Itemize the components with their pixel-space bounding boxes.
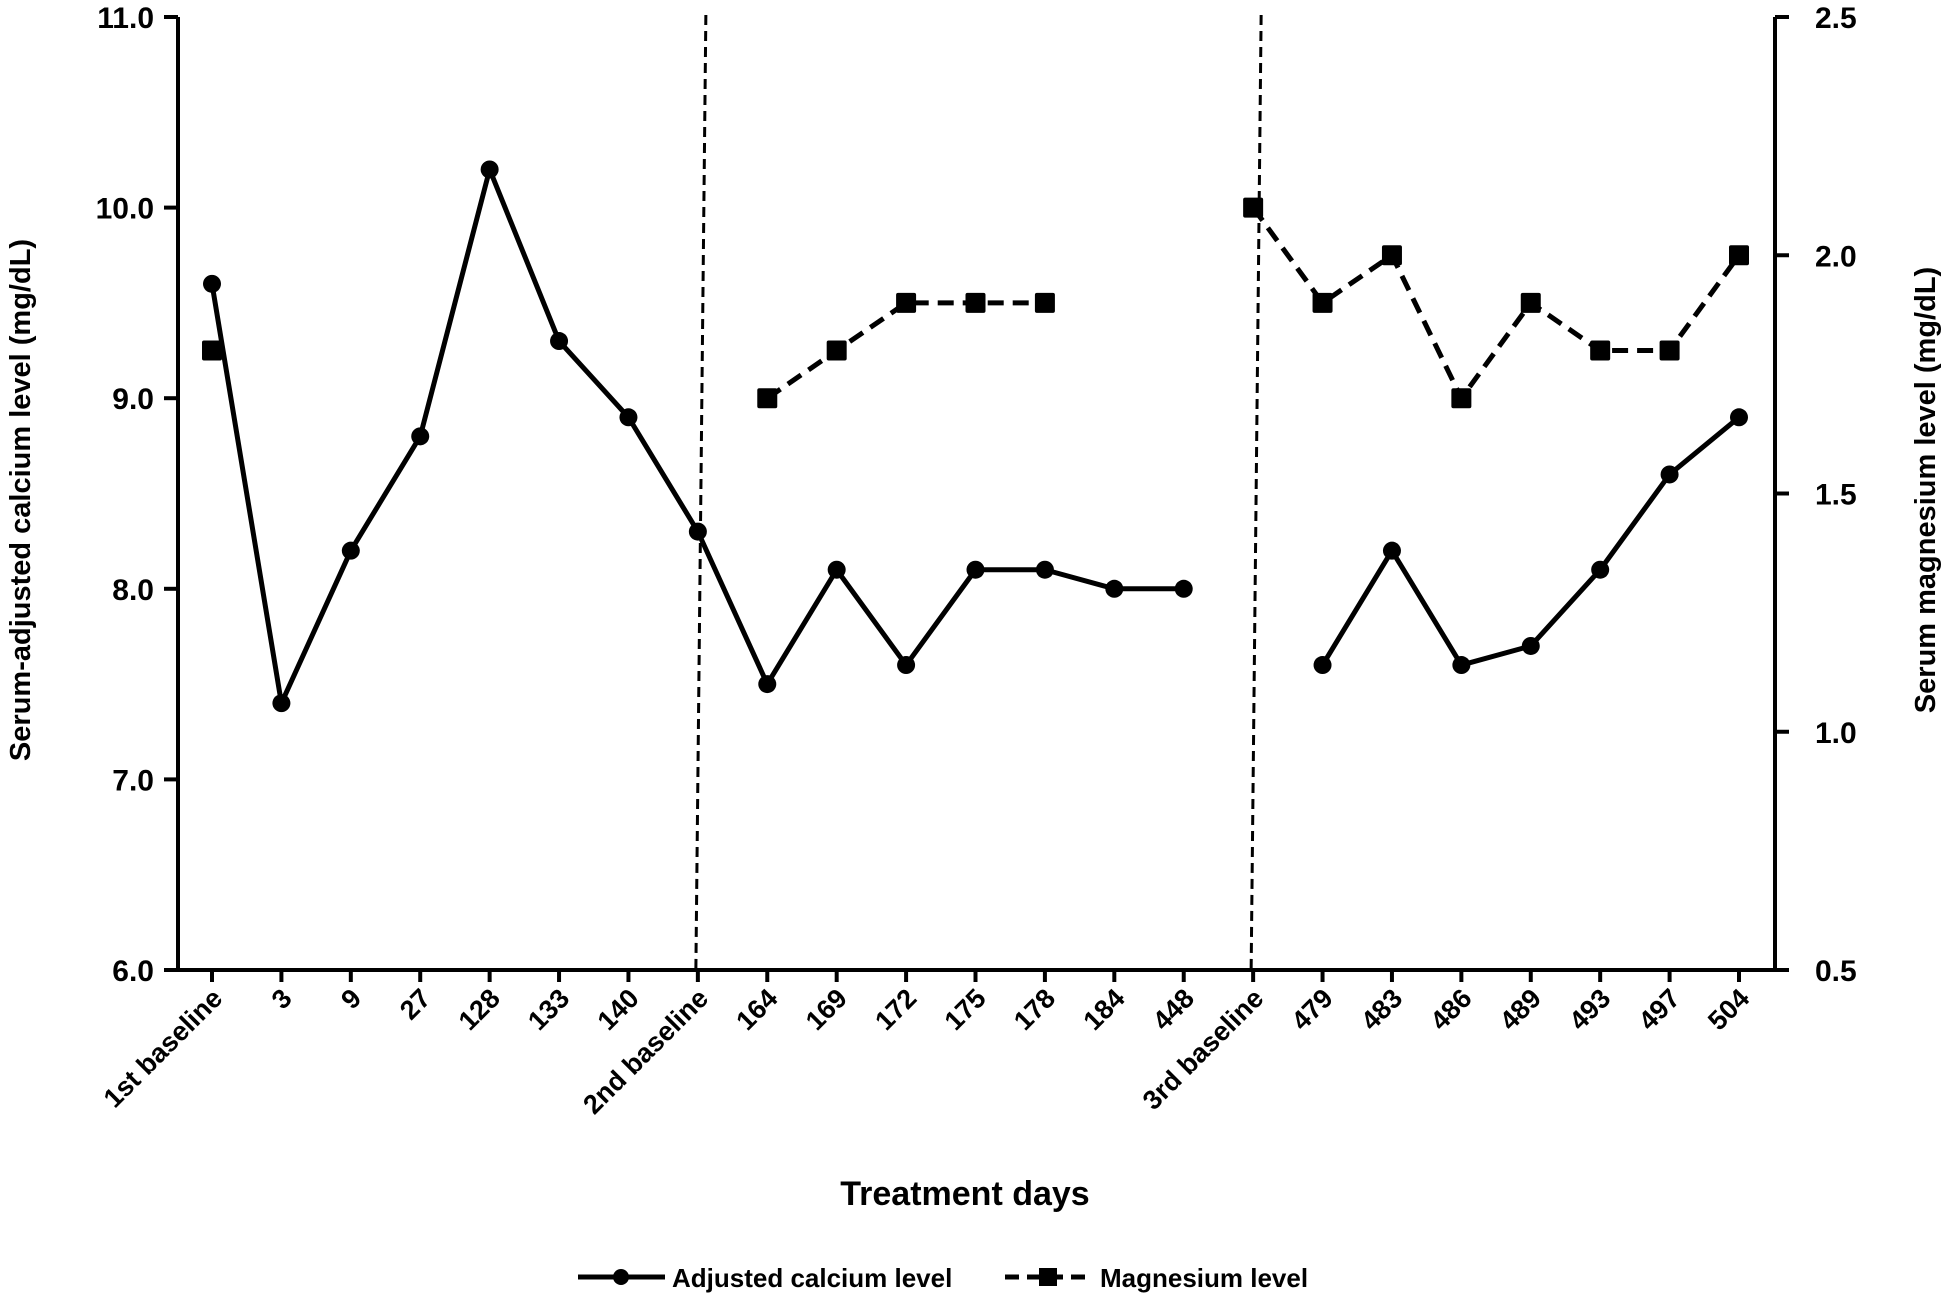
x-tick-label: 497 — [1633, 983, 1686, 1036]
magnesium-point — [1243, 197, 1264, 218]
magnesium-point — [896, 292, 917, 313]
x-tick-label: 140 — [592, 983, 645, 1036]
y-tick-label-right: 1.0 — [1815, 717, 1857, 750]
calcium-point — [1174, 579, 1193, 598]
y-tick-label-left: 11.0 — [97, 2, 154, 35]
x-tick-label: 184 — [1077, 983, 1130, 1036]
calcium-point — [688, 522, 707, 541]
calcium-point — [1105, 579, 1124, 598]
magnesium-point — [1381, 245, 1402, 266]
magnesium-point — [757, 388, 778, 409]
magnesium-point — [965, 292, 986, 313]
x-axis-title: Treatment days — [840, 1175, 1089, 1213]
y-tick-label-left: 10.0 — [96, 193, 154, 226]
magnesium-point — [826, 340, 847, 361]
calcium-point — [758, 675, 777, 694]
calcium-point — [550, 332, 569, 351]
calcium-point — [1591, 560, 1610, 579]
calcium-point — [1730, 408, 1748, 427]
magnesium-point — [1729, 245, 1749, 266]
x-tick-label: 489 — [1494, 983, 1547, 1036]
magnesium-point — [1590, 340, 1611, 361]
calcium-point — [1452, 656, 1471, 675]
calcium-point — [1313, 656, 1332, 675]
legend-label-magnesium: Magnesium level — [1100, 1263, 1308, 1293]
y-tick-label-right: 0.5 — [1815, 955, 1857, 988]
x-tick-label: 483 — [1355, 983, 1408, 1036]
y-axis-title-left: Serum-adjusted calcium level (mg/dL) — [5, 239, 37, 761]
x-tick-label: 1st baseline — [98, 983, 229, 1114]
magnesium-point — [1520, 292, 1541, 313]
calcium-point — [966, 560, 985, 579]
calcium-line — [209, 166, 1184, 706]
calcium-point — [827, 560, 846, 579]
calcium-point — [1035, 560, 1054, 579]
calcium-point — [1660, 465, 1679, 484]
calcium-point — [1521, 636, 1540, 655]
x-tick-label: 3 — [266, 983, 298, 1015]
calcium-point — [203, 274, 221, 293]
calcium-point — [1382, 541, 1401, 560]
legend-marker-calcium — [613, 1269, 629, 1285]
y-tick-label-right: 2.0 — [1815, 240, 1857, 273]
marks — [202, 160, 1749, 713]
y-tick-label-left: 9.0 — [112, 383, 154, 416]
y-tick-label-left: 7.0 — [112, 764, 154, 797]
x-tick-label: 178 — [1008, 983, 1061, 1036]
magnesium-line — [765, 300, 1045, 401]
magnesium-point — [1659, 340, 1680, 361]
calcium-point — [619, 408, 638, 427]
x-tick-label: 448 — [1147, 983, 1200, 1036]
magnesium-point — [202, 340, 222, 361]
x-tick-label: 172 — [869, 983, 922, 1036]
calcium-point — [480, 160, 499, 179]
calcium-line — [1320, 415, 1741, 668]
magnesium-point — [1312, 292, 1333, 313]
x-tick-label: 479 — [1286, 983, 1339, 1036]
calcium-point — [411, 427, 430, 446]
x-tick-label: 128 — [453, 983, 506, 1036]
x-tick-label: 175 — [939, 983, 992, 1036]
x-tick-label: 2nd baseline — [577, 983, 714, 1120]
baseline-separator — [694, 14, 708, 971]
y-tick-label-right: 1.5 — [1815, 479, 1857, 512]
calcium-point — [272, 694, 291, 713]
x-tick-label: 169 — [800, 983, 853, 1036]
calcium-point — [341, 541, 360, 560]
baseline-separator — [1249, 14, 1263, 971]
magnesium-point — [1034, 292, 1055, 313]
legend: Adjusted calcium level Magnesium level — [578, 1263, 1308, 1293]
y-tick-label-left: 8.0 — [112, 574, 154, 607]
x-tick-label: 504 — [1702, 983, 1755, 1036]
y-tick-label-right: 2.5 — [1815, 2, 1857, 35]
x-tick-label: 486 — [1425, 983, 1478, 1036]
y-axis-title-right: Serum magnesium level (mg/dL) — [1910, 267, 1942, 713]
x-tick-label: 9 — [335, 983, 367, 1015]
legend-label-calcium: Adjusted calcium level — [672, 1263, 952, 1293]
x-tick-label: 133 — [522, 983, 575, 1036]
legend-marker-magnesium — [1039, 1268, 1057, 1286]
y-tick-label-left: 6.0 — [112, 955, 154, 988]
x-tick-label: 27 — [394, 983, 436, 1025]
magnesium-point — [1451, 388, 1472, 409]
x-tick-label: 3rd baseline — [1137, 983, 1270, 1116]
calcium-point — [897, 656, 916, 675]
x-tick-label: 164 — [730, 983, 783, 1036]
magnesium-line — [1251, 206, 1742, 401]
x-tick-label: 493 — [1563, 983, 1616, 1036]
